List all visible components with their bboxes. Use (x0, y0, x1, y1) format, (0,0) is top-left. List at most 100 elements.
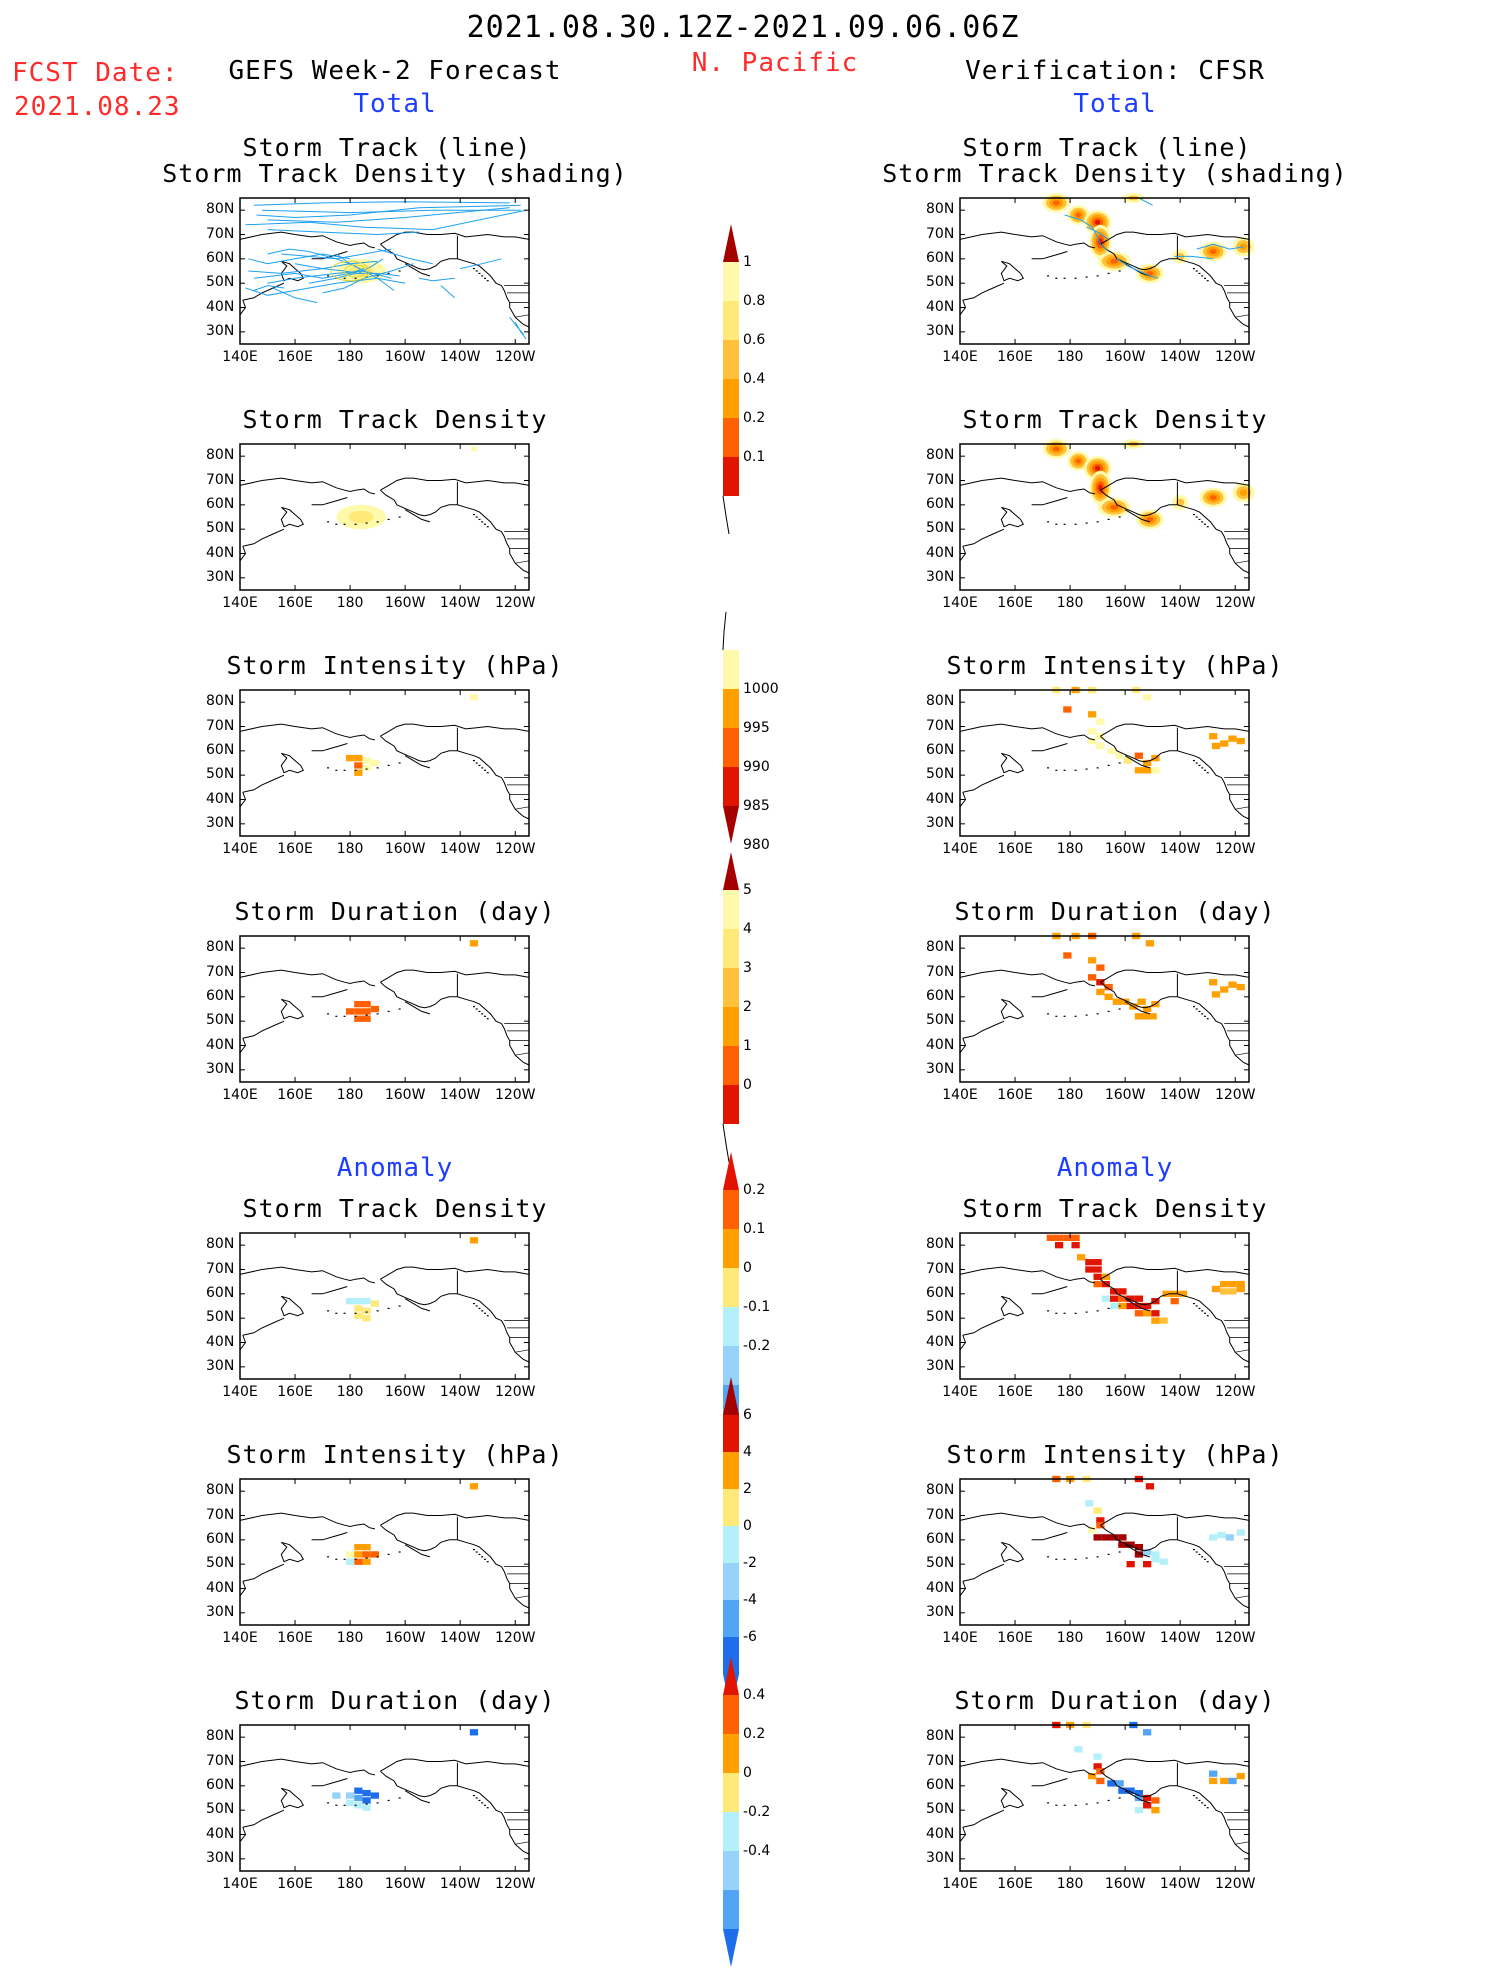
x-tick-label: 160E (277, 349, 313, 365)
coastline (239, 723, 376, 741)
left-p6-title: Storm Intensity (hPa) (226, 1440, 564, 1469)
right-column-title: Verification: CFSR (965, 56, 1265, 86)
island (387, 1553, 390, 1556)
x-tick-label: 180 (336, 841, 364, 857)
data-cell (1220, 986, 1229, 993)
x-tick-label: 120W (1214, 1384, 1256, 1400)
island (387, 764, 390, 767)
coastline (959, 546, 967, 562)
island (1198, 272, 1201, 275)
island (1055, 277, 1058, 279)
data-cell (1220, 1777, 1229, 1785)
y-tick-label: 50N (926, 1555, 955, 1572)
colorbar-label: 6 (743, 1407, 752, 1423)
island (1195, 516, 1198, 518)
data-cell (370, 1792, 379, 1799)
island (1074, 277, 1077, 279)
x-tick-label: 160E (277, 1384, 313, 1400)
x-tick-label: 160W (384, 1087, 426, 1103)
coastline (242, 1317, 285, 1336)
coastline (239, 1038, 247, 1054)
data-cell (1054, 1242, 1064, 1249)
island (1195, 1305, 1198, 1307)
island (486, 1315, 489, 1317)
data-cell (354, 1305, 363, 1312)
y-tick-label: 80N (206, 201, 235, 218)
island (472, 267, 475, 270)
island (343, 1558, 346, 1560)
island (354, 277, 357, 279)
x-tick-label: 160E (997, 349, 1033, 365)
storm-track-line (308, 272, 400, 284)
island (335, 1015, 338, 1017)
data-cell (1096, 1517, 1105, 1524)
coastline (380, 969, 530, 983)
colorbar-label: -0.2 (743, 1338, 771, 1354)
data-cell (1134, 1794, 1144, 1802)
island (1203, 1804, 1206, 1806)
left-p1-title-b: Storm Track Density (shading) (162, 159, 628, 188)
data-cell (1236, 737, 1245, 745)
left-density-map (239, 443, 530, 591)
fcst-label: FCST Date: (12, 58, 179, 88)
coastline (959, 300, 967, 316)
storm-track-line (1116, 258, 1159, 279)
y-tick-label: 60N (926, 249, 955, 266)
storm-track-line (267, 207, 510, 223)
x-tick-label: 120W (494, 349, 536, 365)
state-line (1235, 560, 1250, 564)
coastline (1100, 243, 1250, 328)
island (365, 522, 368, 524)
coastline (962, 528, 1005, 547)
x-tick-label: 140W (439, 1384, 481, 1400)
data-cell (1225, 1534, 1234, 1541)
y-tick-label: 50N (206, 1555, 235, 1572)
coastline (1100, 231, 1250, 245)
y-tick-label: 30N (206, 322, 235, 339)
coastline (239, 1581, 247, 1597)
coastline (404, 755, 431, 769)
island (1192, 267, 1195, 270)
island (483, 1312, 486, 1314)
right-intensity-map (959, 686, 1250, 837)
data-cell (1087, 974, 1097, 981)
island (1118, 1551, 1121, 1553)
island (354, 769, 357, 771)
y-tick-label: 50N (926, 274, 955, 291)
x-tick-label: 140E (942, 1630, 978, 1646)
island (472, 513, 475, 516)
colorbar-label: 0 (743, 1077, 752, 1093)
colorbar-label: -0.2 (743, 1804, 771, 1820)
colorbar-duration (722, 852, 739, 1163)
island (327, 1310, 330, 1312)
island (354, 523, 357, 525)
y-tick-label: 80N (206, 1482, 235, 1499)
x-tick-label: 120W (494, 1630, 536, 1646)
data-cell (1209, 1534, 1218, 1541)
x-tick-label: 180 (1056, 1630, 1084, 1646)
data-cell (1071, 1242, 1080, 1249)
data-cell (1115, 752, 1124, 759)
y-tick-label: 50N (206, 1801, 235, 1818)
right-duration-map (959, 932, 1250, 1083)
coastline (239, 231, 376, 249)
data-cell (1071, 1234, 1080, 1242)
density-blob (1052, 200, 1060, 206)
coastline (1100, 981, 1250, 1066)
island (1118, 270, 1121, 272)
coastline (311, 497, 348, 506)
island (1201, 521, 1204, 523)
storm-track-line (377, 248, 433, 265)
y-tick-label: 70N (206, 225, 235, 242)
data-cell (469, 694, 479, 701)
data-cell (1126, 1541, 1135, 1548)
data-cell (1096, 988, 1105, 996)
data-cell (1096, 718, 1105, 725)
data-cell (1134, 1295, 1144, 1302)
island (335, 1804, 338, 1806)
colorbar-segment (723, 1890, 739, 1929)
island (1085, 1557, 1088, 1559)
y-tick-label: 60N (206, 249, 235, 266)
data-cell (1143, 1302, 1152, 1310)
data-cell (1151, 767, 1160, 774)
